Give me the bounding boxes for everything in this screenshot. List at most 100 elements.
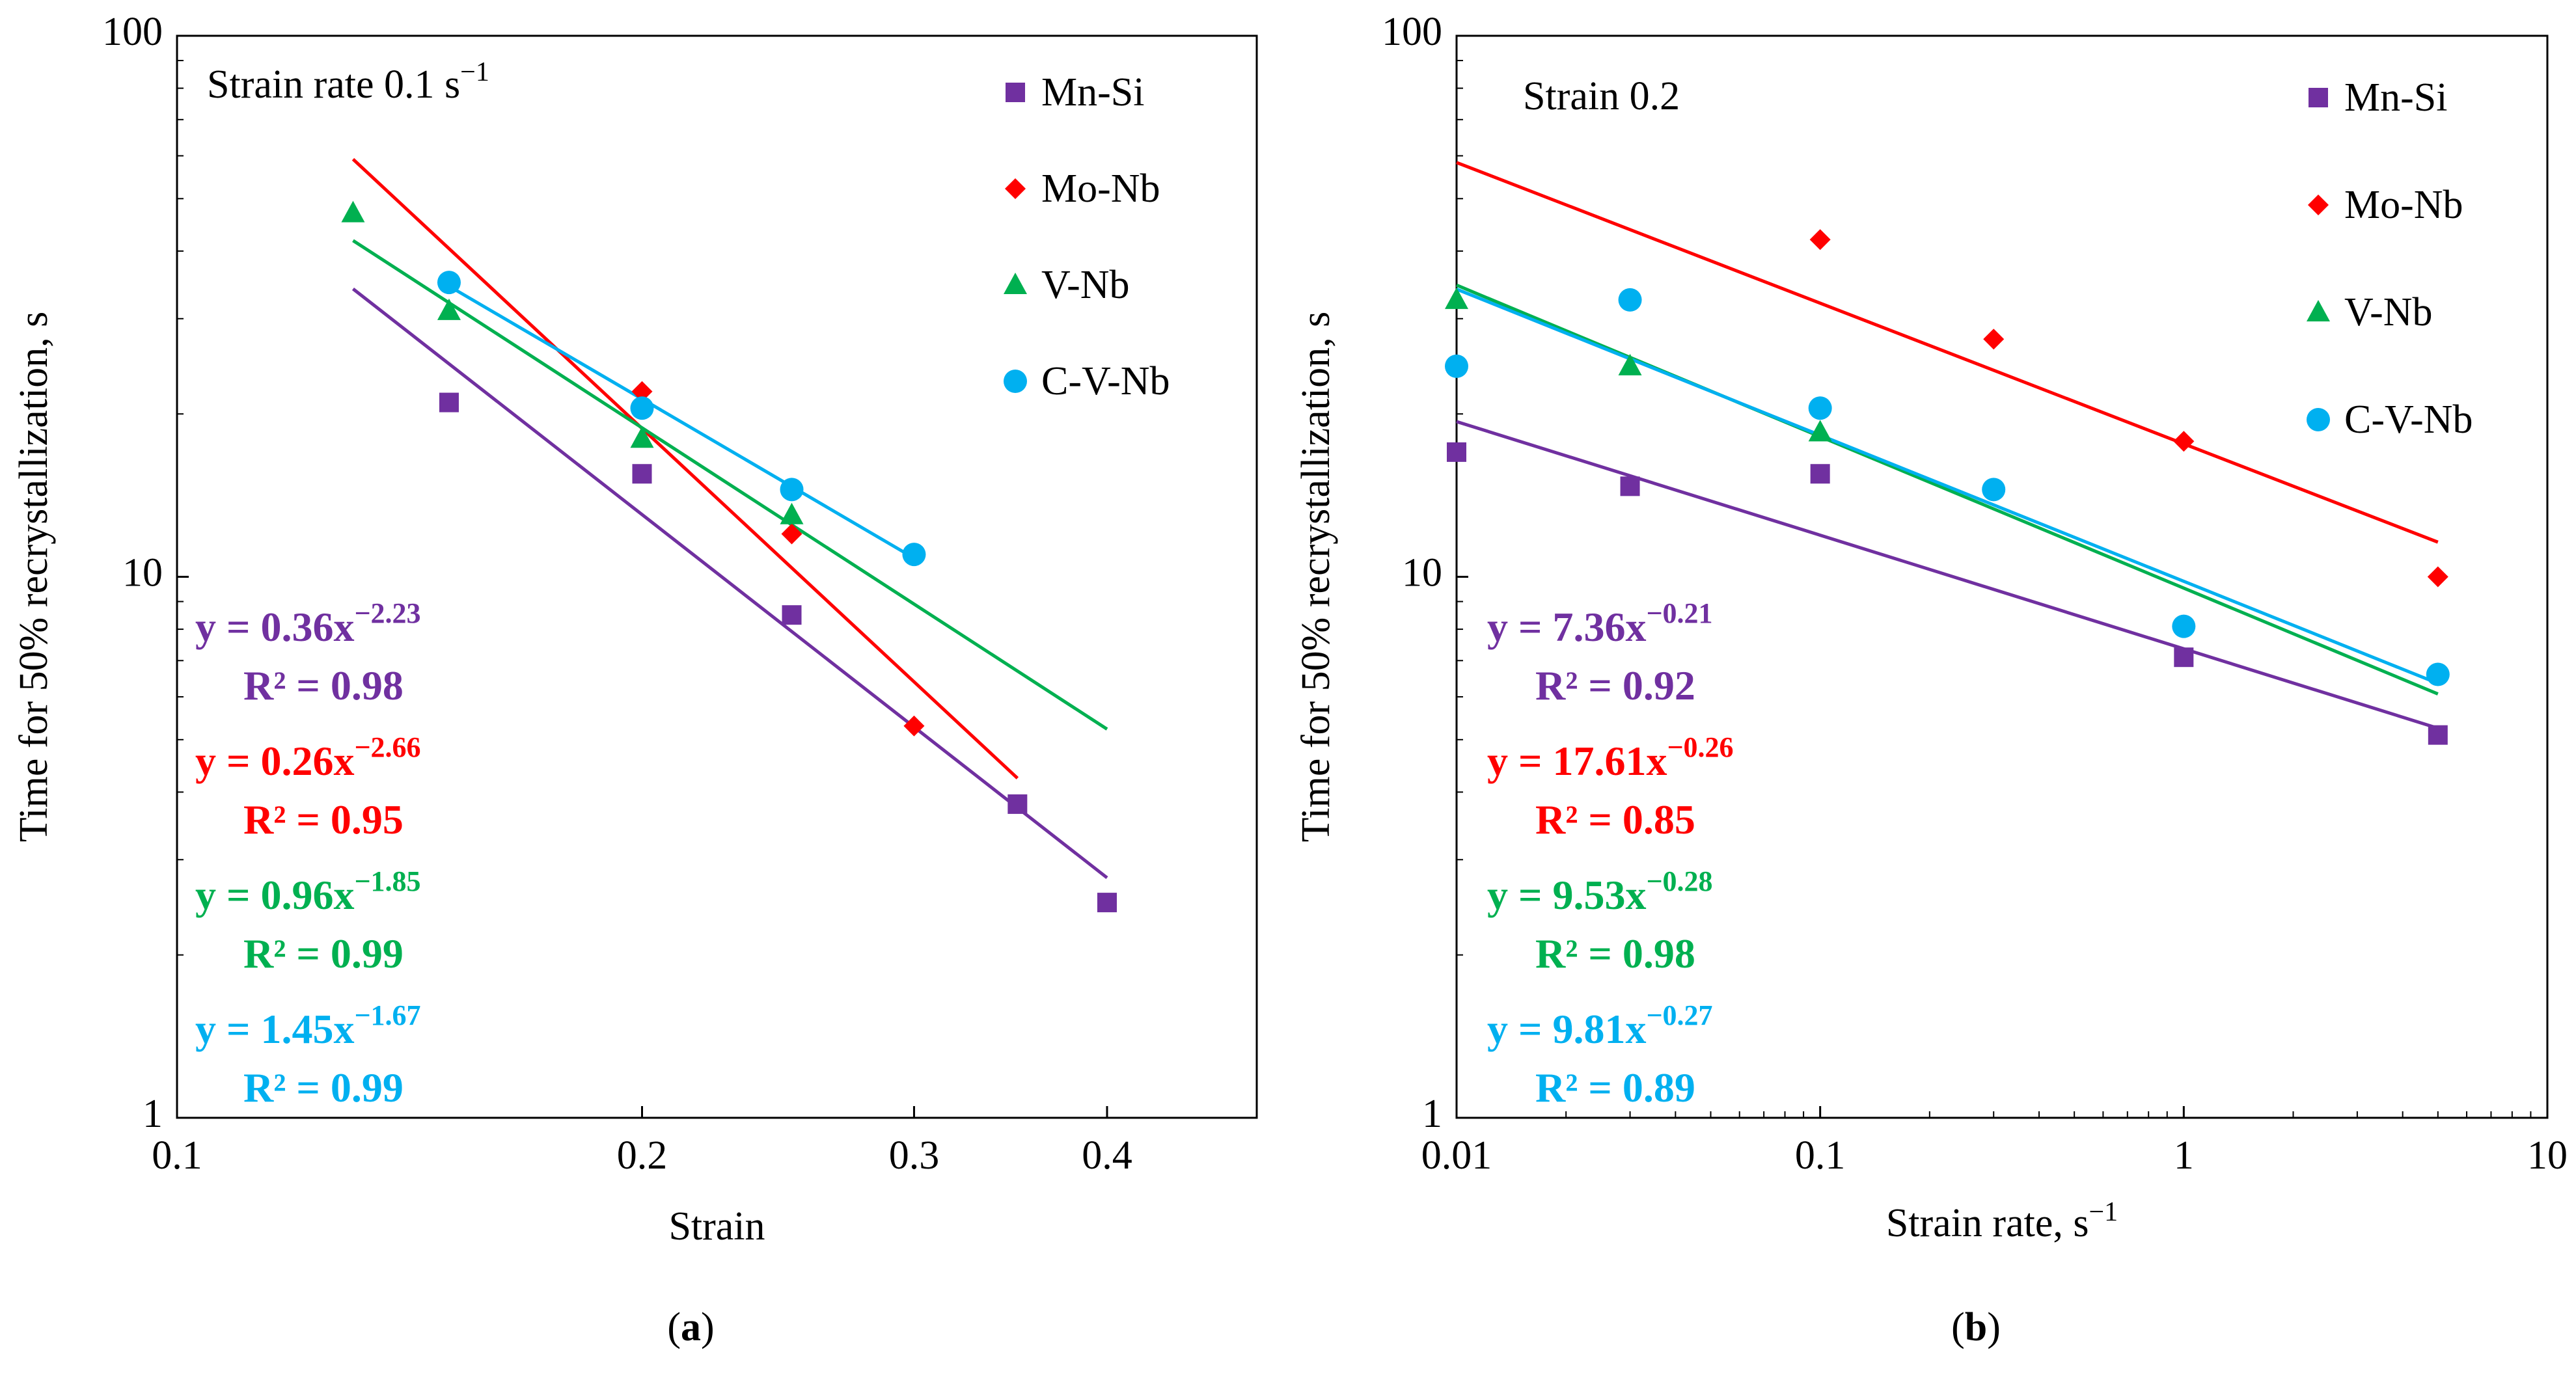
fit-r2: R² = 0.98	[1535, 930, 1695, 977]
legend-label: V-Nb	[2344, 290, 2433, 334]
x-axis-label: Strain	[668, 1204, 765, 1249]
y-tick-label: 1	[1422, 1092, 1442, 1136]
y-axis-label: Time for 50% recrystallization, s	[12, 312, 56, 843]
data-point-v-nb	[780, 502, 804, 524]
legend-label: Mn-Si	[2344, 75, 2447, 120]
x-tick-label: 0.1	[152, 1133, 202, 1178]
y-tick-label: 10	[1402, 551, 1442, 595]
panel-label-open: (	[1951, 1305, 1965, 1349]
fit-equation-exponent: −2.23	[354, 597, 420, 629]
legend-label: V-Nb	[1041, 263, 1130, 307]
legend-label: Mn-Si	[1041, 70, 1144, 115]
data-point-mo-nb	[1809, 229, 1831, 250]
data-point-c-v-nb	[1445, 354, 1468, 378]
fit-equation-text: y = 17.61x	[1487, 738, 1667, 784]
legend-label: Mo-Nb	[2344, 183, 2463, 227]
fit-equation: y = 7.36x−0.21	[1487, 597, 1713, 650]
fit-equation-exponent: −0.26	[1667, 731, 1733, 763]
y-tick-label: 100	[102, 10, 163, 54]
data-point-mo-nb	[2427, 566, 2448, 588]
legend-label: Mo-Nb	[1041, 167, 1160, 211]
fit-r2: R² = 0.89	[1535, 1064, 1695, 1111]
data-point-mn-si	[1447, 442, 1466, 462]
x-tick-label: 0.4	[1082, 1133, 1132, 1178]
legend-marker-mn-si	[2309, 88, 2328, 107]
condition-label: Strain 0.2	[1523, 74, 1680, 118]
data-point-mo-nb	[2173, 431, 2195, 452]
x-axis-label: Strain rate, s−1	[1886, 1197, 2118, 1245]
fit-equation-exponent: −1.67	[354, 999, 420, 1031]
data-point-c-v-nb	[1808, 396, 1832, 420]
fit-line-c-v-nb	[448, 284, 915, 560]
data-point-v-nb	[341, 200, 365, 223]
fit-equation: y = 9.53x−0.28	[1487, 865, 1713, 918]
panel-label: (a)	[667, 1305, 714, 1349]
legend-label: C-V-Nb	[1041, 359, 1170, 403]
fit-equation-exponent: −0.27	[1646, 999, 1712, 1031]
x-tick-label: 0.1	[1795, 1133, 1846, 1178]
x-tick-label: 0.2	[617, 1133, 668, 1178]
x-tick-label: 10	[2527, 1133, 2568, 1178]
panel-label-letter: b	[1965, 1305, 1987, 1349]
data-point-mn-si	[1097, 893, 1117, 913]
fit-line-c-v-nb	[1456, 288, 2439, 685]
data-point-mo-nb	[1983, 329, 2005, 350]
fit-equation-text: y = 1.45x	[195, 1006, 354, 1052]
data-point-c-v-nb	[437, 271, 461, 295]
fit-line-mo-nb	[351, 157, 1019, 779]
y-tick-label: 1	[143, 1092, 163, 1136]
data-point-mn-si	[1620, 476, 1640, 496]
fit-equation-text: y = 0.26x	[195, 738, 354, 784]
x-axis-label-text: Strain	[668, 1204, 765, 1249]
fit-line-v-nb	[352, 239, 1108, 731]
fit-equation: y = 0.26x−2.66	[195, 731, 421, 784]
x-axis-label-sup: −1	[2089, 1197, 2118, 1227]
fit-equation-text: y = 0.36x	[195, 604, 354, 650]
fit-equation: y = 9.81x−0.27	[1487, 999, 1713, 1052]
legend-marker-c-v-nb	[2307, 408, 2330, 431]
fit-equation-text: y = 9.53x	[1487, 872, 1646, 918]
data-point-c-v-nb	[780, 478, 804, 502]
condition-text: Strain 0.2	[1523, 74, 1680, 118]
data-point-mo-nb	[903, 715, 925, 737]
fit-equation: y = 0.96x−1.85	[195, 865, 421, 918]
panel-label-letter: a	[681, 1305, 701, 1349]
legend-marker-mn-si	[1006, 83, 1025, 102]
fit-r2: R² = 0.99	[243, 930, 404, 977]
panel-label-close: )	[1987, 1305, 2001, 1349]
data-point-c-v-nb	[2426, 662, 2450, 686]
y-axis-label: Time for 50% recrystallization, s	[1294, 312, 1338, 843]
panel-a: 1 10 100 0.1 0.2 0.3 0.4 Strain Time for 50% rec…	[12, 10, 1258, 1349]
fit-line-mn-si	[351, 287, 1108, 880]
legend-marker-c-v-nb	[1004, 370, 1027, 393]
legend-marker-v-nb	[1004, 273, 1027, 294]
data-point-mn-si	[2428, 725, 2448, 745]
fit-r2: R² = 0.98	[243, 662, 404, 709]
data-point-c-v-nb	[2172, 614, 2196, 638]
fit-equation: y = 0.36x−2.23	[195, 597, 421, 650]
data-point-mn-si	[1810, 464, 1830, 484]
fit-equation-exponent: −2.66	[354, 731, 420, 763]
fit-equation-exponent: −0.21	[1646, 597, 1712, 629]
fit-equation-exponent: −1.85	[354, 865, 420, 897]
panel-label: (b)	[1951, 1305, 2001, 1349]
data-point-mn-si	[782, 605, 802, 625]
x-tick-label: 0.01	[1421, 1133, 1492, 1178]
legend-marker-mo-nb	[1005, 178, 1026, 199]
data-point-c-v-nb	[1618, 288, 1642, 312]
fit-r2: R² = 0.95	[243, 796, 404, 843]
panel-b: 1 10 100 0.01 0.1 1 10 Strain rate, s−1 Time for…	[1294, 10, 2568, 1349]
data-point-mn-si	[439, 392, 459, 413]
data-point-c-v-nb	[630, 396, 654, 420]
condition-text: Strain rate 0.1 s	[207, 62, 460, 107]
legend-label: C-V-Nb	[2344, 398, 2473, 442]
legend-marker-mo-nb	[2308, 195, 2329, 215]
y-tick-label: 10	[122, 551, 163, 595]
panel-label-open: (	[667, 1305, 681, 1349]
fit-r2: R² = 0.92	[1535, 662, 1695, 709]
panel-label-close: )	[701, 1305, 715, 1349]
fit-r2: R² = 0.99	[243, 1064, 404, 1111]
fit-line-mn-si	[1456, 420, 2439, 730]
fit-line-mo-nb	[1456, 161, 2439, 544]
